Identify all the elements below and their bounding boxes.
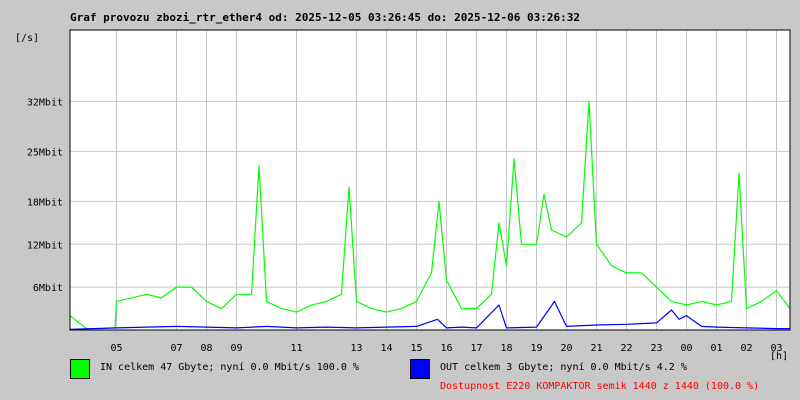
x-tick-label: 09	[230, 343, 242, 354]
x-tick-label: 18	[500, 343, 512, 354]
x-tick-label: 07	[170, 343, 182, 354]
x-tick-label: 23	[650, 343, 662, 354]
x-tick-label: 22	[620, 343, 632, 354]
x-tick-label: 21	[590, 343, 602, 354]
x-tick-label: 01	[710, 343, 722, 354]
series-in-line	[69, 100, 791, 330]
x-tick-label: 14	[380, 343, 392, 354]
plot-border	[69, 29, 791, 331]
legend-out-swatch	[410, 359, 430, 379]
chart-title: Graf provozu zbozi_rtr_ether4 od: 2025-1…	[70, 11, 580, 24]
series-out-line	[69, 300, 790, 330]
legend-out-text: OUT celkem 3 Gbyte; nyní 0.0 Mbit/s 4.2 …	[440, 362, 687, 373]
y-tick-label: 32Mbit	[27, 97, 63, 108]
y-tick-label: 6Mbit	[33, 283, 63, 294]
x-tick-label: 20	[560, 343, 572, 354]
plot-area	[70, 30, 790, 330]
y-tick-label: 25Mbit	[27, 147, 63, 158]
x-tick-label: 13	[350, 343, 362, 354]
x-tick-label: 11	[290, 343, 302, 354]
availability-text: Dostupnost E220 KOMPAKTOR semik 1440 z 1…	[440, 381, 760, 392]
x-tick-label: 02	[740, 343, 752, 354]
x-tick-label: 08	[200, 343, 212, 354]
x-axis-label: [h]	[770, 351, 788, 362]
legend-in-text: IN celkem 47 Gbyte; nyní 0.0 Mbit/s 100.…	[100, 362, 359, 373]
y-axis-label: [/s]	[15, 33, 39, 44]
x-tick-label: 17	[470, 343, 482, 354]
x-tick-label: 19	[530, 343, 542, 354]
y-tick-label: 12Mbit	[27, 240, 63, 251]
x-tick-label: 00	[680, 343, 692, 354]
y-tick-label: 18Mbit	[27, 197, 63, 208]
x-tick-label: 05	[110, 343, 122, 354]
legend-in-swatch	[70, 359, 90, 379]
x-tick-label: 16	[440, 343, 452, 354]
x-tick-label: 03	[770, 343, 782, 354]
x-tick-label: 15	[410, 343, 422, 354]
